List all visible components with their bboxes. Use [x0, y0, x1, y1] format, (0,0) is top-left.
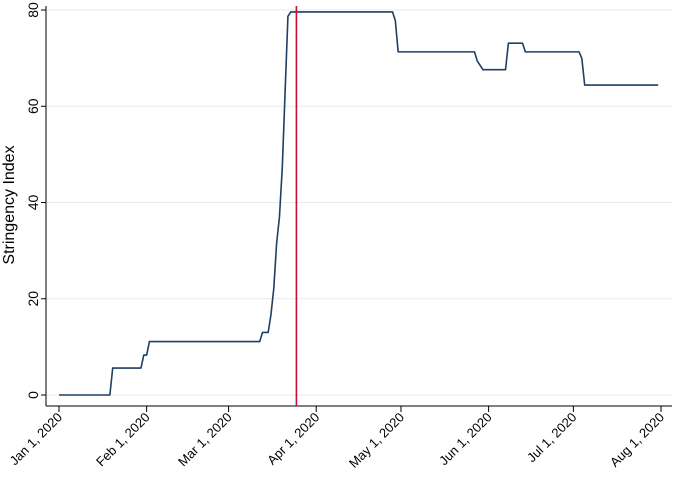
x-tick-label: Jul 1, 2020	[524, 410, 580, 466]
y-tick-label: 40	[25, 195, 41, 211]
y-tick-label: 20	[25, 291, 41, 307]
y-axis-title: Stringency Index	[1, 145, 18, 264]
series-layer	[59, 6, 659, 406]
x-tick-label: Jun 1, 2020	[436, 410, 495, 469]
x-tick-label: May 1, 2020	[346, 410, 407, 471]
y-tick-label: 60	[25, 98, 41, 114]
y-tick-label: 80	[25, 2, 41, 18]
axis-labels: 0 20 40 60 80 Jan 1, 2020 Feb 1, 2020 Mar 1, 20…	[1, 2, 667, 471]
x-tick-label: Feb 1, 2020	[93, 410, 153, 470]
x-tick-label: Jan 1, 2020	[6, 410, 65, 469]
x-tick-label: Mar 1, 2020	[175, 410, 235, 470]
y-tick-label: 0	[25, 391, 41, 399]
axes	[41, 6, 672, 412]
x-tick-label: Aug 1, 2020	[607, 410, 667, 470]
series-line-0	[59, 11, 659, 396]
grid-lines	[47, 9, 672, 396]
x-tick-label: Apr 1, 2020	[264, 410, 322, 468]
